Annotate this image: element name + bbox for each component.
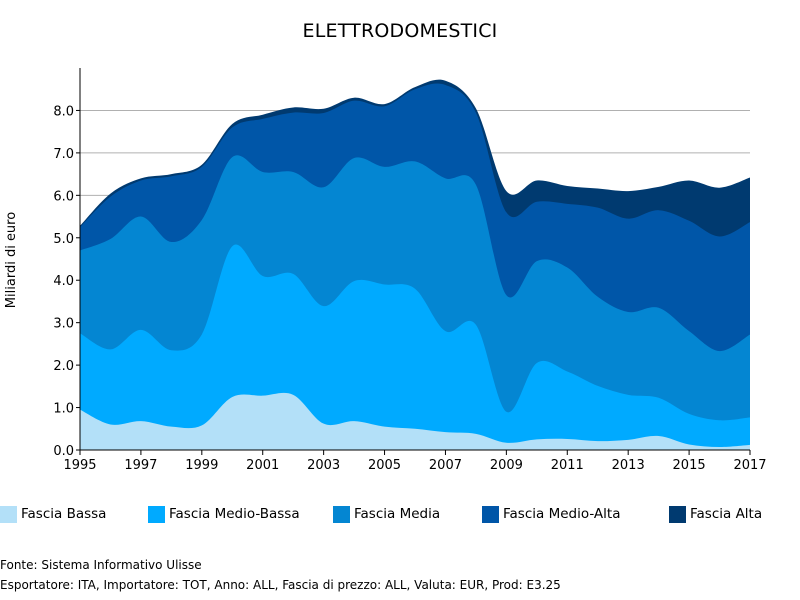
x-tick-label: 2013 [612,458,645,473]
legend-label: Fascia Bassa [21,506,107,522]
y-tick-label: 8.0 [53,104,74,119]
x-tick-label: 2017 [733,458,766,473]
legend-label: Fascia Media [354,506,441,522]
y-axis-label: Miliardi di euro [4,212,19,308]
y-tick-label: 0.0 [53,444,74,459]
x-tick-label: 1995 [63,458,96,473]
x-tick-label: 2015 [673,458,706,473]
x-tick-label: 1997 [124,458,157,473]
chart-plot: 0.0 1.0 2.0 3.0 4.0 5.0 6.0 7.0 8.0 1995 1997 1999 2… [4,68,767,473]
y-tick-label: 6.0 [53,189,74,204]
legend-item: Fascia Alta [669,504,762,524]
legend-item: Fascia Bassa [0,504,106,524]
y-tick-label: 7.0 [53,147,74,162]
stacked-areas [80,79,750,451]
legend-item: Fascia Medio-Alta [482,504,620,524]
legend-label: Fascia Medio-Alta [503,506,621,522]
y-tick-label: 2.0 [53,359,74,374]
legend: Fascia Bassa Fascia Medio-Bassa Fascia Med… [0,504,800,526]
legend-label: Fascia Alta [690,506,763,522]
x-tick-label: 2009 [490,458,523,473]
legend-item: Fascia Media [333,504,440,524]
legend-swatch [333,505,350,523]
y-tick-label: 1.0 [53,402,74,417]
legend-label: Fascia Medio-Bassa [169,506,300,522]
legend-swatch [669,505,686,523]
legend-swatch [148,505,165,523]
x-tick-label: 2005 [368,458,401,473]
axes: 0.0 1.0 2.0 3.0 4.0 5.0 6.0 7.0 8.0 1995 1997 1999 2… [53,68,767,473]
x-tick-label: 2011 [551,458,584,473]
x-tick-label: 1999 [185,458,218,473]
x-tick-label: 2003 [307,458,340,473]
y-tick-label: 4.0 [53,274,74,289]
legend-item: Fascia Medio-Bassa [148,504,300,524]
area-fascia-bassa [80,392,750,450]
x-tick-label: 2001 [246,458,279,473]
y-tick-label: 5.0 [53,232,74,247]
parameters-note: Esportatore: ITA, Importatore: TOT, Anno… [0,578,561,592]
chart-title: ELETTRODOMESTICI [302,20,498,42]
x-tick-label: 2007 [429,458,462,473]
source-note: Fonte: Sistema Informativo Ulisse [0,558,202,572]
legend-swatch [0,505,17,523]
y-tick-label: 3.0 [53,317,74,332]
legend-swatch [482,505,499,523]
